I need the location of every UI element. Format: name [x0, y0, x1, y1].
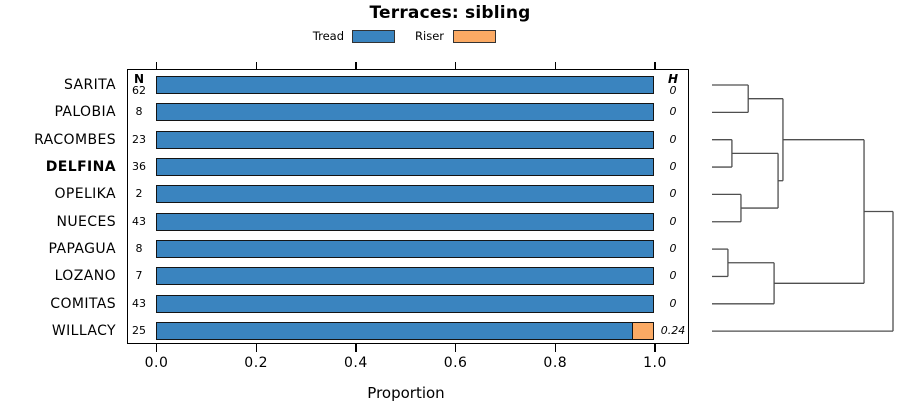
h-value: 0 — [669, 242, 677, 256]
row-label: PAPAGUA — [48, 241, 116, 258]
axis-tick-label: 1.0 — [643, 355, 667, 371]
bar — [155, 212, 654, 231]
bar-segment-tread — [155, 322, 635, 341]
bar — [155, 294, 654, 313]
bar — [155, 240, 654, 259]
legend-swatch-riser — [453, 30, 496, 43]
bar-segment-tread — [155, 212, 654, 231]
row-label: PALOBIA — [54, 104, 116, 121]
row-label: RACOMBES — [34, 131, 116, 148]
axis-tick-top — [255, 62, 257, 70]
n-value: 8 — [135, 105, 143, 119]
bar-segment-tread — [155, 294, 654, 313]
row-label: SARITA — [63, 77, 116, 93]
bar-segment-tread — [155, 103, 654, 122]
legend-label-tread: Tread — [312, 29, 344, 43]
n-value: 62 — [132, 84, 146, 97]
h-value: 0 — [669, 132, 677, 146]
bar-segment-tread — [155, 76, 654, 94]
row-label: NUECES — [56, 213, 116, 230]
axis-tick-top — [454, 62, 457, 70]
bar — [155, 103, 654, 122]
n-value: 25 — [132, 324, 146, 338]
axis-tick-top — [654, 62, 656, 70]
row-label: COMITAS — [50, 295, 116, 312]
h-value: 0 — [669, 105, 677, 119]
h-value: 0 — [669, 160, 677, 174]
bar-segment-riser — [632, 322, 654, 341]
bar-segment-tread — [155, 267, 654, 286]
axis-tick-bottom — [554, 344, 556, 352]
chart-title: Terraces: sibling — [369, 3, 531, 23]
legend-label-riser: Riser — [415, 29, 444, 43]
bar — [155, 158, 654, 177]
bar-segment-tread — [155, 130, 654, 149]
n-value: 43 — [132, 214, 146, 228]
h-value: 0 — [669, 84, 677, 97]
row-label: LOZANO — [54, 268, 116, 285]
axis-tick-bottom — [654, 344, 656, 352]
h-column-header: H — [667, 72, 679, 86]
bar — [155, 130, 654, 149]
axis-tick-label: 0.2 — [244, 355, 269, 371]
axis-tick-bottom — [155, 344, 158, 352]
n-value: 36 — [132, 160, 146, 174]
axis-tick-top — [554, 62, 556, 70]
h-value: 0 — [669, 214, 677, 228]
h-value: 0 — [669, 269, 677, 283]
axis-tick-top — [355, 62, 357, 70]
axis-tick-label: 0.0 — [144, 355, 169, 371]
axis-tick-bottom — [255, 344, 257, 352]
legend-swatch-tread — [352, 30, 395, 43]
axis-tick-top — [155, 62, 158, 70]
n-value: 8 — [135, 242, 143, 256]
n-value: 2 — [135, 187, 143, 201]
n-column-header: N — [133, 72, 145, 86]
n-value: 43 — [132, 296, 146, 310]
n-value: 23 — [132, 132, 146, 146]
row-label: DELFINA — [45, 159, 116, 176]
bar-segment-tread — [155, 240, 654, 259]
axis-tick-bottom — [454, 344, 457, 352]
bar — [155, 185, 654, 204]
x-axis-label: Proportion — [367, 384, 445, 402]
bar — [155, 267, 654, 286]
bar-segment-tread — [155, 158, 654, 177]
bar-segment-tread — [155, 185, 654, 204]
axis-tick-label: 0.6 — [443, 355, 468, 371]
axis-tick-label: 0.4 — [344, 355, 368, 371]
h-value: 0 — [669, 187, 677, 201]
bar — [155, 76, 654, 94]
h-value: 0.24 — [660, 324, 686, 338]
axis-tick-bottom — [355, 344, 357, 352]
row-label: OPELIKA — [54, 186, 116, 203]
h-value: 0 — [669, 296, 677, 310]
n-value: 7 — [135, 269, 143, 283]
axis-tick-label: 0.8 — [543, 355, 568, 371]
bar — [155, 322, 654, 341]
row-label: WILLACY — [51, 323, 116, 340]
